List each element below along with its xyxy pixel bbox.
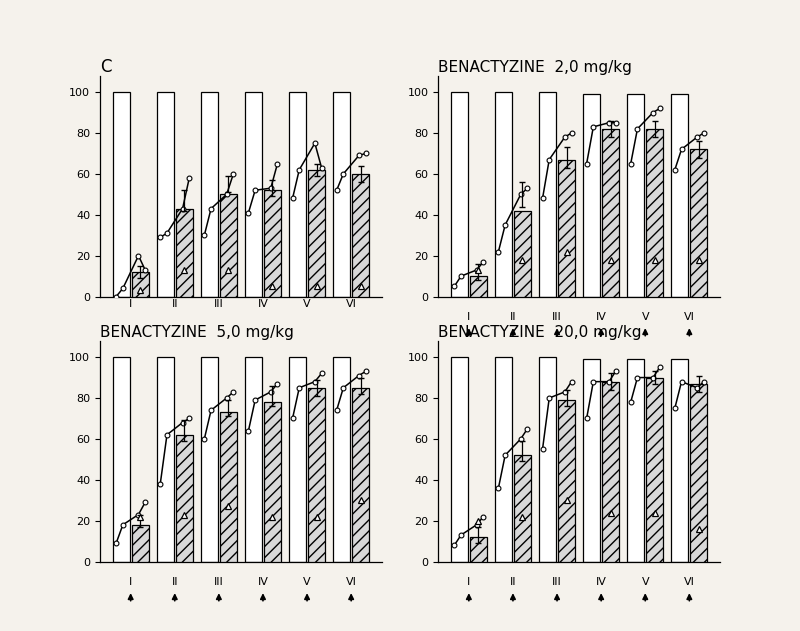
Text: IV: IV (258, 577, 268, 587)
Text: V: V (303, 577, 311, 587)
Bar (627, 94, 644, 297)
Text: III: III (552, 312, 562, 322)
Bar (132, 525, 149, 562)
Bar (495, 357, 512, 562)
Bar (132, 272, 149, 297)
Bar (220, 194, 237, 297)
Bar (289, 357, 306, 562)
Bar (334, 92, 350, 297)
Bar (201, 92, 218, 297)
Bar (690, 384, 707, 562)
Bar (671, 359, 688, 562)
Bar (451, 357, 468, 562)
Bar (495, 92, 512, 297)
Bar (220, 412, 237, 562)
Bar (308, 170, 325, 297)
Bar (558, 400, 575, 562)
Text: III: III (552, 577, 562, 587)
Text: BENACTYZINE  2,0 mg/kg: BENACTYZINE 2,0 mg/kg (438, 59, 632, 74)
Bar (157, 92, 174, 297)
Text: V: V (642, 312, 649, 322)
Bar (113, 357, 130, 562)
Bar (308, 388, 325, 562)
Text: I: I (467, 577, 470, 587)
Text: IV: IV (596, 577, 606, 587)
Text: II: II (510, 312, 516, 322)
Bar (470, 537, 486, 562)
Bar (514, 455, 531, 562)
Bar (157, 357, 174, 562)
Text: VI: VI (346, 577, 357, 587)
Bar (176, 209, 193, 297)
Text: V: V (642, 577, 649, 587)
Bar (245, 92, 262, 297)
Text: VI: VI (684, 312, 694, 322)
Bar (352, 174, 369, 297)
Bar (646, 129, 663, 297)
Bar (245, 357, 262, 562)
Bar (539, 357, 556, 562)
Bar (264, 402, 281, 562)
Text: II: II (510, 577, 516, 587)
Bar (264, 190, 281, 297)
Bar (451, 92, 468, 297)
Text: BENACTYZINE  5,0 mg/kg: BENACTYZINE 5,0 mg/kg (100, 324, 294, 339)
Bar (113, 92, 130, 297)
Bar (201, 357, 218, 562)
Bar (514, 211, 531, 297)
Bar (583, 359, 600, 562)
Bar (646, 377, 663, 562)
Text: IV: IV (596, 312, 606, 322)
Text: I: I (467, 312, 470, 322)
Bar (583, 94, 600, 297)
Bar (690, 150, 707, 297)
Bar (539, 92, 556, 297)
Bar (558, 160, 575, 297)
Bar (352, 388, 369, 562)
Bar (289, 92, 306, 297)
Bar (671, 94, 688, 297)
Text: VI: VI (684, 577, 694, 587)
Text: I: I (129, 577, 132, 587)
Bar (627, 359, 644, 562)
Text: BENACTYZINE  20,0 mg/kg: BENACTYZINE 20,0 mg/kg (438, 324, 642, 339)
Text: III: III (214, 577, 224, 587)
Bar (334, 357, 350, 562)
Text: C: C (100, 57, 111, 76)
Text: II: II (171, 577, 178, 587)
Bar (602, 382, 619, 562)
Bar (176, 435, 193, 562)
Bar (470, 276, 486, 297)
Bar (602, 129, 619, 297)
